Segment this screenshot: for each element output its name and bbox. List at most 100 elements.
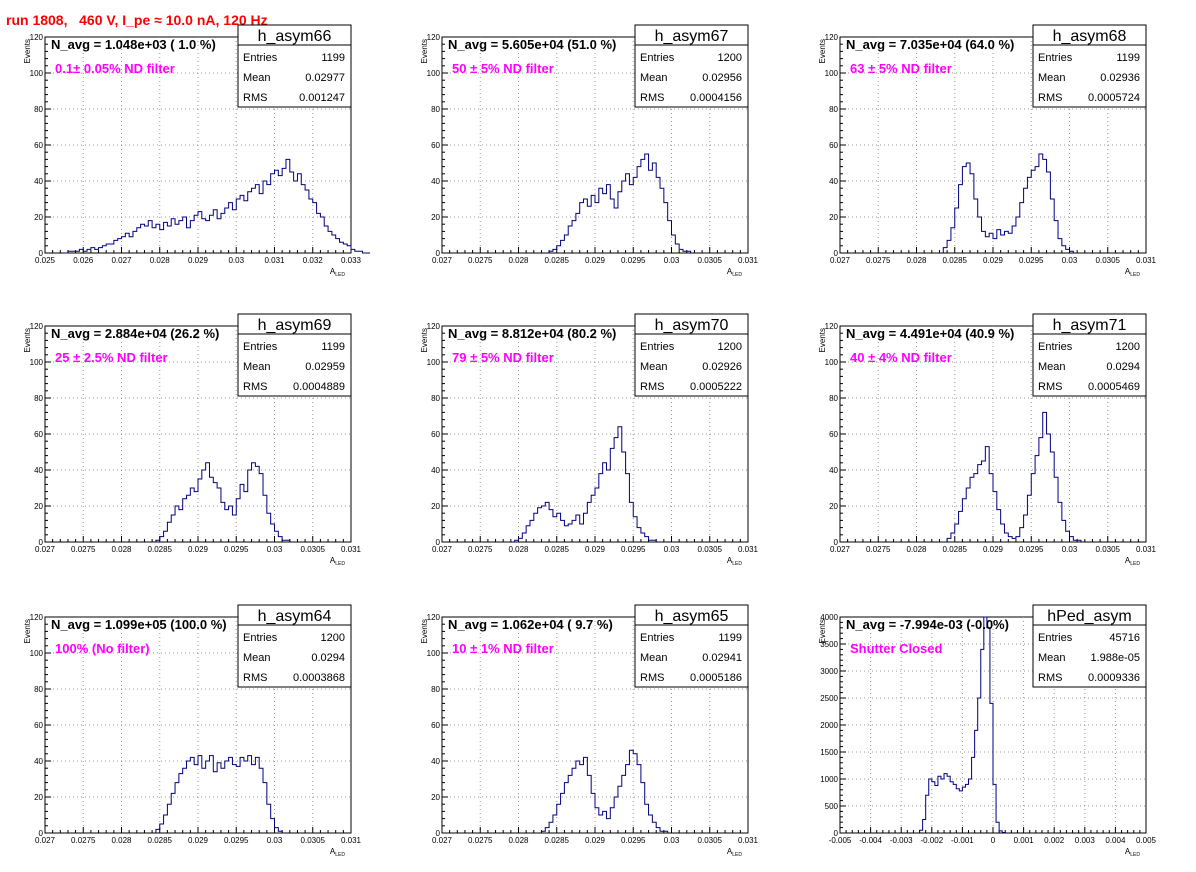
x-axis-subscript: LED xyxy=(1130,561,1140,567)
x-axis-subscript: LED xyxy=(732,561,742,567)
x-tick-label: 0 xyxy=(991,836,996,845)
stats-value: 0.0005469 xyxy=(1088,381,1140,393)
stats-value: 1199 xyxy=(1116,52,1140,64)
x-tick-label: 0.029 xyxy=(585,836,606,845)
stats-value: 0.0004889 xyxy=(293,381,345,393)
y-tick-label: 20 xyxy=(431,793,440,802)
stats-value: 0.0009336 xyxy=(1088,672,1140,684)
y-tick-label: 1000 xyxy=(820,775,838,784)
stats-box xyxy=(634,333,749,397)
x-tick-label: 0.031 xyxy=(738,545,759,554)
x-tick-label: 0.003 xyxy=(1075,836,1096,845)
stats-label: Entries xyxy=(243,632,278,644)
histogram-panel-h_asym65: 0.027 0.0275 0.028 0.0285 0.029 0.0295 0.03 0.0… xyxy=(420,604,759,858)
y-tick-label: 20 xyxy=(431,213,440,222)
y-tick-label: 120 xyxy=(825,33,839,42)
x-tick-label: -0.003 xyxy=(890,836,913,845)
histogram-panel-h_asym70: 0.027 0.0275 0.028 0.0285 0.029 0.0295 0.03 0.0… xyxy=(420,313,759,567)
navg-label: N_avg = -7.994e-03 (-0.0%) xyxy=(846,617,1009,632)
histogram-panel-h_asym67: 0.027 0.0275 0.028 0.0285 0.029 0.0295 0.03 0.0… xyxy=(420,24,759,278)
stats-label: RMS xyxy=(640,381,664,393)
x-tick-label: -0.001 xyxy=(951,836,974,845)
stats-label: RMS xyxy=(1038,672,1062,684)
y-tick-label: 0 xyxy=(39,829,44,838)
y-tick-label: 40 xyxy=(431,757,440,766)
x-tick-label: 0.029 xyxy=(585,545,606,554)
stats-box xyxy=(1032,44,1147,108)
histogram-name: h_asym64 xyxy=(258,608,332,625)
y-axis-title: Events xyxy=(23,39,32,63)
stats-value: 1200 xyxy=(1116,341,1140,353)
stats-label: RMS xyxy=(243,672,267,684)
x-tick-label: 0.0305 xyxy=(1096,256,1121,265)
x-tick-label: 0.03 xyxy=(664,836,680,845)
y-axis-title: Events xyxy=(420,619,429,643)
histogram-name: h_asym65 xyxy=(655,608,729,625)
x-tick-label: 0.027 xyxy=(35,545,56,554)
x-tick-label: 0.027 xyxy=(111,256,132,265)
y-tick-label: 40 xyxy=(34,466,43,475)
stats-box xyxy=(237,624,352,688)
x-tick-label: 0.0285 xyxy=(545,256,570,265)
y-tick-label: 20 xyxy=(34,213,43,222)
y-tick-label: 60 xyxy=(431,141,440,150)
stats-value: 1200 xyxy=(718,341,742,353)
histogram-name: h_asym66 xyxy=(258,28,332,45)
y-tick-label: 100 xyxy=(427,69,441,78)
y-tick-label: 80 xyxy=(34,105,43,114)
x-tick-label: 0.027 xyxy=(830,545,851,554)
y-tick-label: 20 xyxy=(431,502,440,511)
stats-label: Entries xyxy=(1038,341,1073,353)
x-axis-title: ALED xyxy=(1125,556,1140,567)
y-tick-label: 0 xyxy=(436,538,441,547)
stats-label: Mean xyxy=(243,361,271,373)
histogram-line xyxy=(548,153,692,253)
stats-value: 0.0005724 xyxy=(1088,92,1140,104)
stats-value: 0.0294 xyxy=(311,652,345,664)
x-tick-label: 0.029 xyxy=(188,545,209,554)
x-tick-label: 0.029 xyxy=(983,545,1004,554)
x-tick-label: 0.0305 xyxy=(698,836,723,845)
stats-label: Mean xyxy=(640,652,668,664)
y-axis-title: Events xyxy=(23,328,32,352)
y-tick-label: 100 xyxy=(427,358,441,367)
y-tick-label: 100 xyxy=(30,69,44,78)
histogram-panel-h_asym68: 0.027 0.0275 0.028 0.0285 0.029 0.0295 0.03 0.0… xyxy=(818,24,1157,278)
x-tick-label: 0.031 xyxy=(738,256,759,265)
histogram-line xyxy=(942,153,1074,253)
x-tick-label: 0.0275 xyxy=(866,256,891,265)
x-tick-label: 0.0285 xyxy=(545,545,570,554)
histogram-panel-h_asym71: 0.027 0.0275 0.028 0.0285 0.029 0.0295 0.03 0.0… xyxy=(818,313,1157,567)
y-axis-title: Events xyxy=(420,39,429,63)
stats-label: RMS xyxy=(640,672,664,684)
y-tick-label: 0 xyxy=(39,538,44,547)
stats-value: 1200 xyxy=(321,632,345,644)
histogram-name: h_asym67 xyxy=(655,28,729,45)
stats-value: 0.0005186 xyxy=(690,672,742,684)
x-tick-label: -0.004 xyxy=(859,836,882,845)
x-tick-label: 0.0295 xyxy=(621,836,646,845)
x-tick-label: -0.002 xyxy=(920,836,943,845)
filter-label: 25 ± 2.5% ND filter xyxy=(55,350,168,365)
y-tick-label: 0 xyxy=(834,829,839,838)
stats-value: 0.0005222 xyxy=(690,381,742,393)
x-tick-label: 0.0275 xyxy=(468,545,493,554)
x-axis-title: ALED xyxy=(330,556,345,567)
stats-value: 0.0003868 xyxy=(293,672,345,684)
stats-label: Mean xyxy=(243,72,271,84)
histogram-name: h_asym69 xyxy=(258,317,332,334)
x-tick-label: 0.0285 xyxy=(943,256,968,265)
histogram-panel-h_asym66: 0.025 0.026 0.027 0.028 0.029 0.03 0.031 0.032 0… xyxy=(23,24,371,278)
x-tick-label: 0.004 xyxy=(1105,836,1126,845)
x-axis-subscript: LED xyxy=(335,852,345,858)
y-tick-label: 100 xyxy=(427,649,441,658)
x-tick-label: 0.027 xyxy=(432,545,453,554)
x-tick-label: 0.001 xyxy=(1014,836,1035,845)
y-tick-label: 100 xyxy=(825,358,839,367)
histogram-line xyxy=(155,755,283,833)
filter-label: 50 ± 5% ND filter xyxy=(452,61,554,76)
stats-value: 1199 xyxy=(718,632,742,644)
stats-value: 1200 xyxy=(718,52,742,64)
stats-box xyxy=(634,624,749,688)
x-tick-label: 0.028 xyxy=(508,545,529,554)
